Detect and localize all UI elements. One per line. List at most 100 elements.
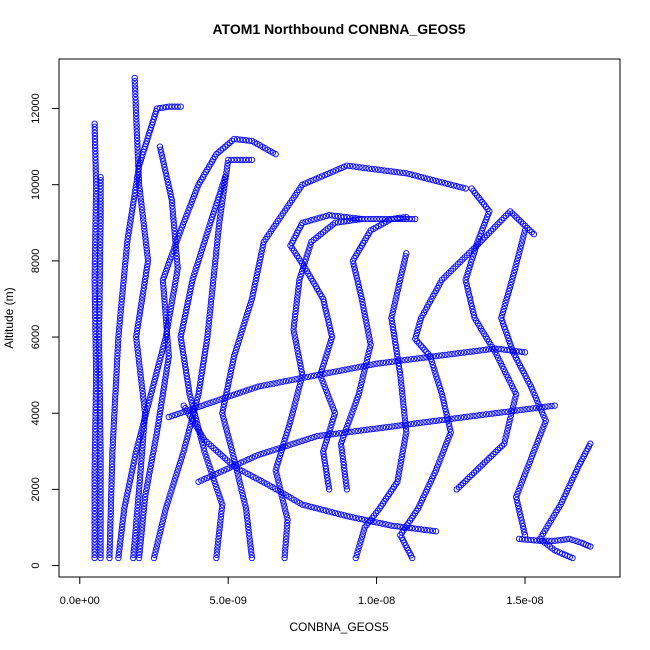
data-point: [97, 548, 104, 555]
data-point: [391, 522, 398, 530]
data-point: [169, 203, 176, 210]
data-point: [327, 424, 334, 432]
data-point: [169, 296, 176, 303]
data-point: [475, 235, 482, 243]
data-point: [211, 267, 218, 274]
data-point: [460, 349, 468, 356]
data-point: [515, 535, 523, 543]
data-point: [204, 327, 212, 334]
data-point: [192, 190, 199, 197]
data-point: [388, 317, 396, 325]
data-point: [322, 386, 330, 393]
data-point: [144, 478, 152, 485]
data-point: [206, 222, 213, 229]
data-point: [373, 425, 380, 432]
data-point: [230, 352, 238, 360]
data-point: [92, 314, 99, 322]
data-point: [208, 216, 215, 224]
data-point: [203, 336, 211, 344]
data-point: [224, 159, 231, 167]
data-point: [139, 294, 146, 301]
data-point: [347, 414, 354, 421]
data-point: [171, 284, 178, 291]
data-point: [292, 335, 299, 342]
data-point: [236, 480, 244, 487]
data-point: [96, 368, 103, 376]
data-point: [432, 467, 440, 474]
data-point: [143, 487, 150, 494]
data-point: [210, 276, 217, 284]
data-point: [135, 356, 142, 363]
data-point: [249, 292, 256, 300]
data-point: [525, 461, 532, 468]
data-point: [131, 539, 138, 546]
series: [515, 535, 594, 550]
data-point: [135, 495, 142, 502]
data-point: [92, 327, 99, 334]
data-point: [182, 309, 189, 317]
data-point: [130, 199, 137, 206]
data-point: [217, 210, 224, 217]
data-point: [531, 446, 538, 454]
data-point: [290, 323, 298, 330]
data-point: [246, 301, 254, 309]
data-point: [111, 410, 118, 417]
data-point: [197, 375, 205, 383]
data-point: [97, 232, 104, 239]
data-point: [507, 408, 515, 415]
data-point: [376, 519, 383, 527]
data-point: [442, 416, 449, 423]
data-point: [137, 375, 145, 382]
data-point: [91, 467, 98, 474]
data-point: [352, 215, 359, 222]
data-point: [291, 332, 298, 339]
data-point: [161, 295, 168, 303]
data-point: [159, 395, 166, 402]
data-point: [137, 470, 144, 477]
data-point: [97, 545, 104, 552]
data-point: [212, 254, 219, 261]
data-point: [96, 378, 103, 385]
data-point: [96, 289, 103, 296]
data-point: [174, 265, 181, 272]
data-point: [323, 310, 330, 317]
data-point: [189, 195, 197, 203]
data-point: [457, 414, 465, 421]
data-point: [305, 217, 312, 225]
data-point: [382, 521, 389, 528]
data-point: [233, 136, 241, 143]
data-point: [314, 371, 321, 379]
data-point: [526, 458, 533, 466]
data-point: [160, 383, 168, 390]
data-point: [199, 243, 207, 250]
data-point: [420, 174, 428, 181]
data-point: [227, 443, 235, 450]
data-point: [141, 406, 148, 414]
data-point: [192, 404, 199, 412]
data-point: [518, 517, 525, 524]
data-point: [91, 464, 98, 471]
data-point: [526, 405, 533, 412]
data-point: [403, 429, 410, 436]
data-point: [516, 248, 523, 255]
data-point: [169, 250, 176, 257]
data-point: [319, 377, 326, 385]
data-point: [173, 271, 180, 278]
data-point: [170, 481, 177, 488]
data-point: [519, 523, 527, 530]
data-point: [123, 248, 130, 255]
data-point: [176, 230, 183, 237]
data-point: [96, 343, 103, 350]
data-point: [183, 369, 190, 377]
data-point: [406, 170, 413, 178]
data-point: [301, 259, 309, 266]
data-point: [152, 438, 159, 445]
data-point: [517, 514, 525, 521]
data-point: [180, 321, 187, 329]
data-point: [169, 212, 177, 219]
data-point: [106, 548, 113, 555]
data-point: [366, 338, 374, 345]
data-point: [110, 429, 117, 436]
data-point: [92, 349, 99, 357]
data-point: [429, 527, 437, 535]
